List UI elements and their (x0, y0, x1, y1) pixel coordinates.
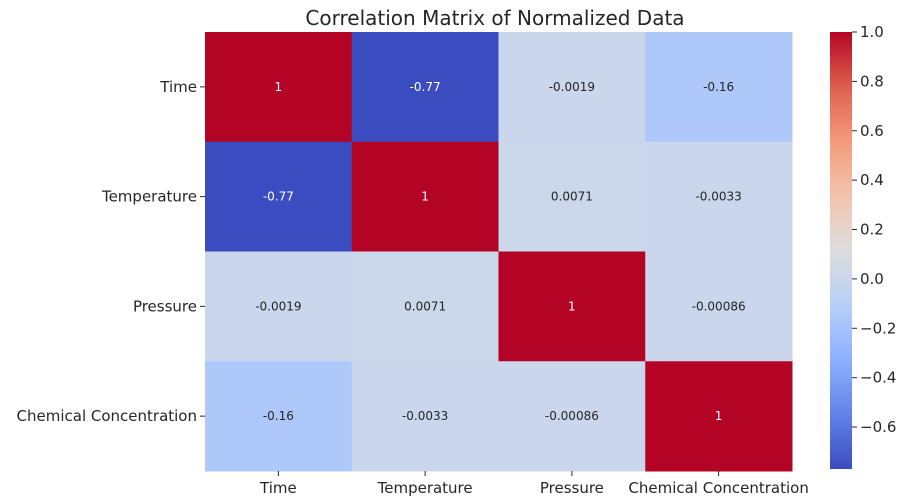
column-label: Chemical Concentration (628, 479, 808, 497)
cell-value-label: -0.16 (703, 80, 734, 94)
heatmap-cells: 1 -0.77 -0.0019 -0.16 -0.77 1 0.0071 -0.0033 -0.… (205, 32, 793, 472)
heatmap-cell (205, 251, 353, 362)
colorbar-tick-label: 0.2 (860, 221, 884, 239)
heatmap-cell (351, 141, 499, 252)
colorbar-tick-label: −0.6 (860, 418, 896, 436)
column-label: Pressure (540, 479, 604, 497)
heatmap-cell (645, 141, 793, 252)
row-label: Pressure (133, 297, 197, 315)
cell-value-label: -0.00086 (545, 409, 599, 423)
cell-value-label: -0.16 (263, 409, 294, 423)
colorbar-tick-label: 0.6 (860, 122, 884, 140)
cell-value-label: -0.0019 (255, 299, 301, 313)
colorbar-tick-label: 1.0 (860, 23, 884, 41)
colorbar-tick-label: −0.4 (860, 369, 896, 387)
colorbar-tick-label: 0.8 (860, 72, 884, 90)
row-label: Time (159, 78, 197, 96)
colorbar-tick-label: 0.4 (860, 171, 884, 189)
cell-value-label: -0.77 (410, 80, 441, 94)
cell-value-label: 0.0071 (551, 190, 593, 204)
cell-value-label: -0.0019 (549, 80, 595, 94)
heatmap-cell (498, 141, 646, 252)
column-label: Time (259, 479, 297, 497)
heatmap-cell (498, 361, 646, 472)
heatmap-cell (498, 251, 646, 362)
cell-value-label: -0.00086 (692, 299, 746, 313)
colorbar-axis: 1.0 0.8 0.6 0.4 0.2 0.0 −0.2 −0.4 −0.6 (852, 23, 896, 436)
column-axis: Time Temperature Pressure Chemical Concentr… (259, 471, 809, 497)
heatmap-cell (351, 251, 499, 362)
heatmap-cell (351, 361, 499, 472)
cell-value-label: 1 (568, 299, 576, 313)
heatmap-cell (645, 361, 793, 472)
row-label: Chemical Concentration (17, 407, 197, 425)
heatmap-cell (205, 141, 353, 252)
heatmap-cell (205, 361, 353, 472)
colorbar (830, 32, 852, 469)
cell-value-label: -0.0033 (402, 409, 448, 423)
heatmap-cell (645, 251, 793, 362)
chart-title: Correlation Matrix of Normalized Data (305, 6, 684, 30)
cell-value-label: -0.0033 (695, 190, 741, 204)
cell-value-label: 1 (275, 80, 283, 94)
heatmap-cell (645, 32, 793, 143)
heatmap-cell (351, 32, 499, 143)
cell-value-label: 1 (421, 190, 429, 204)
colorbar-tick-label: 0.0 (860, 270, 884, 288)
cell-value-label: -0.77 (263, 190, 294, 204)
cell-value-label: 1 (715, 409, 723, 423)
column-label: Temperature (377, 479, 473, 497)
row-label: Temperature (101, 188, 197, 206)
colorbar-tick-label: −0.2 (860, 319, 896, 337)
cell-value-label: 0.0071 (404, 299, 446, 313)
row-axis: Time Temperature Pressure Chemical Concentr… (17, 78, 205, 425)
heatmap-cell (205, 32, 353, 143)
heatmap-cell (498, 32, 646, 143)
